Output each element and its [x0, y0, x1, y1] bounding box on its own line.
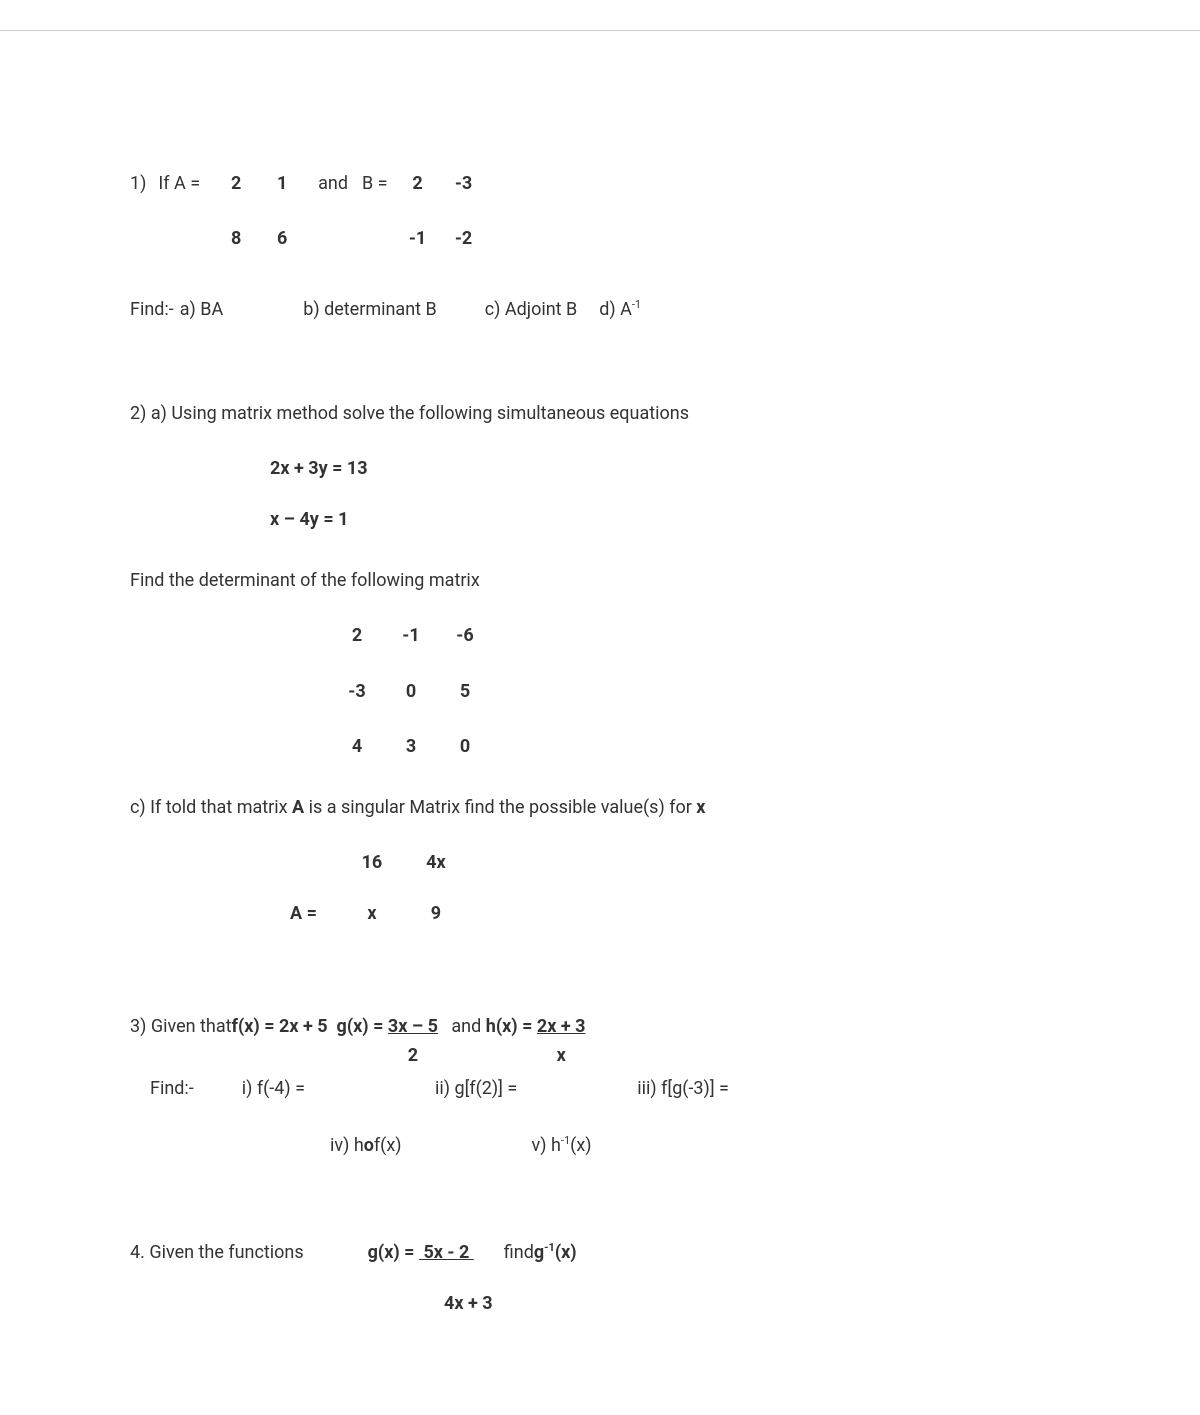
q3-gx-frac: 3x – 5 2: [388, 1014, 438, 1067]
q4-find: find: [504, 1240, 534, 1265]
q4-eq: =: [400, 1240, 419, 1265]
q4-gx: g(x): [368, 1240, 400, 1265]
document-content: 1) If A = 2 1 and B = 2 -3 1) If A =: [0, 31, 1200, 1415]
q3-iii: iii) f[g(-3)] =: [637, 1076, 729, 1101]
q3-hx-eq: =: [518, 1014, 537, 1039]
q3-hx: h(x): [486, 1014, 518, 1039]
matrix-b-row-2: -1 -2: [406, 226, 476, 251]
q4-den: 4x + 3: [444, 1291, 493, 1316]
q1-find-row: Find:- a) BA b) determinant B c) Adjoint…: [130, 297, 1070, 322]
q3-i: i) f(-4) =: [242, 1076, 305, 1101]
matrix-c-row-1: 16 4x: [357, 850, 451, 875]
q2-b-text: Find the determinant of the following ma…: [130, 568, 1070, 593]
matrix-c-row-2: x 9: [357, 901, 451, 926]
q3-v: v) h-1(x): [532, 1133, 592, 1158]
q1-and: and: [318, 171, 348, 196]
matrix-3x3-row-3: 4 3 0: [345, 734, 1070, 759]
q3-and: and: [438, 1014, 486, 1039]
q3-hx-frac: 2x + 3 x: [537, 1014, 586, 1067]
q2-eq2: x – 4y = 1: [130, 507, 1070, 532]
question-4: 4. Given the functions g(x) = 5x - 2 fin…: [130, 1240, 1070, 1316]
q4-prefix: 4. Given the functions: [130, 1240, 304, 1265]
q3-find: Find:-: [150, 1076, 194, 1101]
question-3: 3) Given that f(x) = 2x + 5 g(x) = 3x – …: [130, 1014, 1070, 1158]
q3-gx-eq: =: [369, 1014, 388, 1039]
q3-gx: g(x): [337, 1014, 369, 1039]
matrix-a-row-1: 2 1: [224, 171, 294, 196]
q2-a-text: 2) a) Using matrix method solve the foll…: [130, 401, 1070, 426]
q1-if-a: If A =: [158, 171, 200, 196]
q4-frac: 5x - 2: [419, 1240, 474, 1265]
q4-ginv: g-1(x): [534, 1240, 577, 1265]
q2-a-eq: A =: [290, 901, 317, 926]
question-1: 1) If A = 2 1 and B = 2 -3 1) If A =: [130, 171, 1070, 323]
q1-c: c) Adjoint B: [485, 297, 578, 322]
q1-label: 1): [130, 171, 146, 196]
matrix-b-row-1: 2 -3: [406, 171, 476, 196]
matrix-3x3-row-1: 2 -1 -6: [345, 623, 1070, 648]
q1-d: d) A-1: [599, 297, 641, 322]
q1-a: a) BA: [180, 297, 223, 322]
question-2: 2) a) Using matrix method solve the foll…: [130, 401, 1070, 927]
q3-iv: iv) hof(x): [330, 1133, 402, 1158]
q3-prefix: 3) Given that: [130, 1014, 232, 1039]
matrix-a-row-2: 8 6: [224, 226, 294, 251]
q1-b: b) determinant B: [303, 297, 436, 322]
matrix-3x3-row-2: -3 0 5: [345, 679, 1070, 704]
q1-b-eq: B =: [362, 171, 388, 196]
q3-fx: f(x): [232, 1014, 260, 1039]
q3-fx-eq: = 2x + 5: [260, 1014, 337, 1039]
q1-find: Find:-: [130, 297, 174, 322]
q2-c-text: c) If told that matrix A is a singular M…: [130, 795, 1070, 820]
q3-ii: ii) g[f(2)] =: [435, 1076, 517, 1101]
q2-eq1: 2x + 3y = 13: [130, 456, 1070, 481]
